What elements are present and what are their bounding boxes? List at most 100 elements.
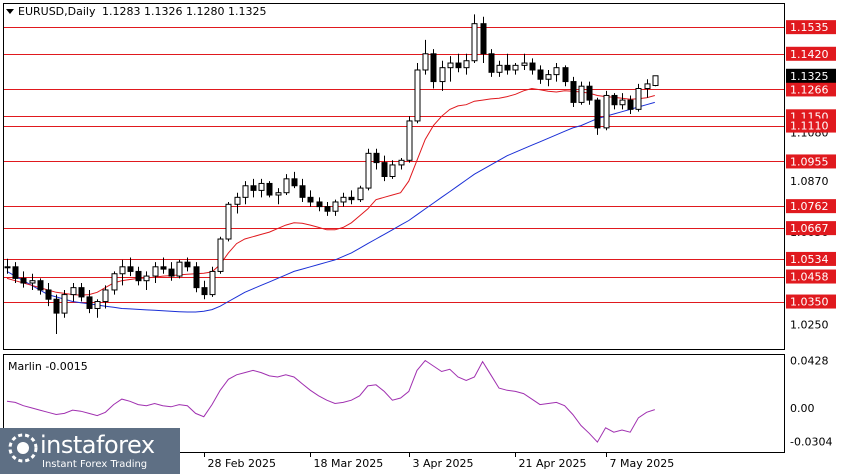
candle	[553, 63, 560, 82]
candle	[504, 53, 511, 75]
candle	[102, 285, 109, 309]
candle	[594, 97, 601, 135]
candle	[611, 93, 618, 110]
candle	[225, 201, 232, 242]
watermark-brand: instaforex	[40, 431, 155, 459]
candle	[635, 83, 642, 112]
candle	[357, 185, 364, 202]
level-label: 1.0458	[790, 271, 829, 284]
level-label: 1.1266	[790, 83, 829, 96]
watermark: instaforex Instant Forex Trading	[0, 428, 180, 474]
candle	[480, 16, 487, 64]
candle	[217, 236, 224, 274]
level-label: 1.1535	[790, 21, 829, 34]
osc-y-tick-label: 0.00	[790, 402, 815, 415]
osc-y-tick-label: 0.0428	[790, 355, 829, 368]
candle	[422, 39, 429, 75]
x-tick-label: 7 May 2025	[610, 457, 675, 470]
candle	[201, 280, 208, 300]
candle	[45, 283, 52, 307]
candle	[406, 116, 413, 163]
level-label: 1.1420	[790, 48, 829, 61]
level-label-bg	[786, 46, 836, 61]
level-label: 1.1110	[790, 120, 829, 133]
candle	[644, 79, 651, 98]
osc-y-tick-label: -0.0304	[790, 435, 832, 448]
candle	[61, 289, 68, 318]
candle	[562, 65, 569, 87]
candle	[209, 266, 216, 297]
level-label: 1.0534	[790, 253, 829, 266]
candle	[250, 178, 257, 198]
candle	[29, 273, 36, 290]
y-tick-label: 1.0250	[790, 319, 829, 332]
candle	[160, 257, 167, 274]
marlin-oscillator: 0.0428 0.00 -0.0304	[6, 355, 832, 448]
main-chart-frame	[3, 3, 785, 350]
ohlc-readout: 1.1283 1.1326 1.1280 1.1325	[102, 5, 266, 18]
candle	[463, 53, 470, 75]
candle	[316, 197, 323, 212]
candle	[455, 53, 462, 73]
candle	[242, 181, 249, 205]
candle	[37, 278, 44, 295]
marlin-line	[6, 359, 655, 443]
level-label-bg	[786, 294, 836, 309]
x-tick-label: 3 Apr 2025	[413, 457, 474, 470]
x-tick-label: 28 Feb 2025	[208, 457, 276, 470]
candle	[291, 171, 298, 189]
candle	[389, 160, 396, 179]
level-label-bg	[786, 251, 836, 266]
candle	[398, 157, 405, 170]
candle	[373, 148, 380, 170]
candle	[258, 178, 265, 198]
candle	[414, 63, 421, 124]
candle	[70, 283, 77, 302]
candle	[275, 188, 282, 205]
symbol-menu-arrow-icon[interactable]	[6, 9, 14, 14]
candle	[168, 262, 175, 281]
candle	[12, 262, 19, 284]
current-price-label: 1.1325	[790, 70, 829, 83]
candle	[545, 69, 552, 87]
candle	[4, 258, 11, 274]
candle	[94, 299, 101, 318]
candle	[234, 192, 241, 214]
candle	[512, 63, 519, 75]
level-label: 1.0955	[790, 155, 829, 168]
candle	[78, 283, 85, 302]
level-label-bg	[786, 118, 836, 133]
candle	[447, 56, 454, 82]
level-label-bg	[786, 221, 836, 236]
candle	[471, 14, 478, 64]
level-label-bg	[786, 20, 836, 35]
level-label: 1.0667	[790, 222, 829, 235]
candle	[119, 259, 126, 286]
candle	[20, 271, 27, 288]
x-tick-label: 18 Mar 2025	[314, 457, 384, 470]
indicator-frame	[3, 354, 785, 453]
candle	[266, 181, 273, 198]
candle	[537, 65, 544, 84]
candle	[496, 60, 503, 77]
level-label: 1.0762	[790, 200, 829, 213]
candle	[627, 95, 634, 114]
candle	[127, 257, 134, 277]
candle	[488, 49, 495, 77]
instaforex-logo-icon	[8, 433, 38, 463]
support-resistance-levels	[4, 27, 784, 303]
candle	[439, 60, 446, 91]
candle	[184, 257, 191, 272]
price-axis: 1.02501.04501.06501.08701.10801.13001.15…	[786, 20, 836, 332]
candlesticks	[4, 14, 659, 334]
candle	[135, 266, 142, 286]
candle	[152, 262, 159, 284]
candle	[430, 49, 437, 89]
candle	[193, 262, 200, 293]
candle	[521, 53, 528, 70]
candle	[299, 178, 306, 202]
x-tick-label: 21 Apr 2025	[519, 457, 587, 470]
candle	[53, 294, 60, 334]
candle	[332, 199, 339, 216]
